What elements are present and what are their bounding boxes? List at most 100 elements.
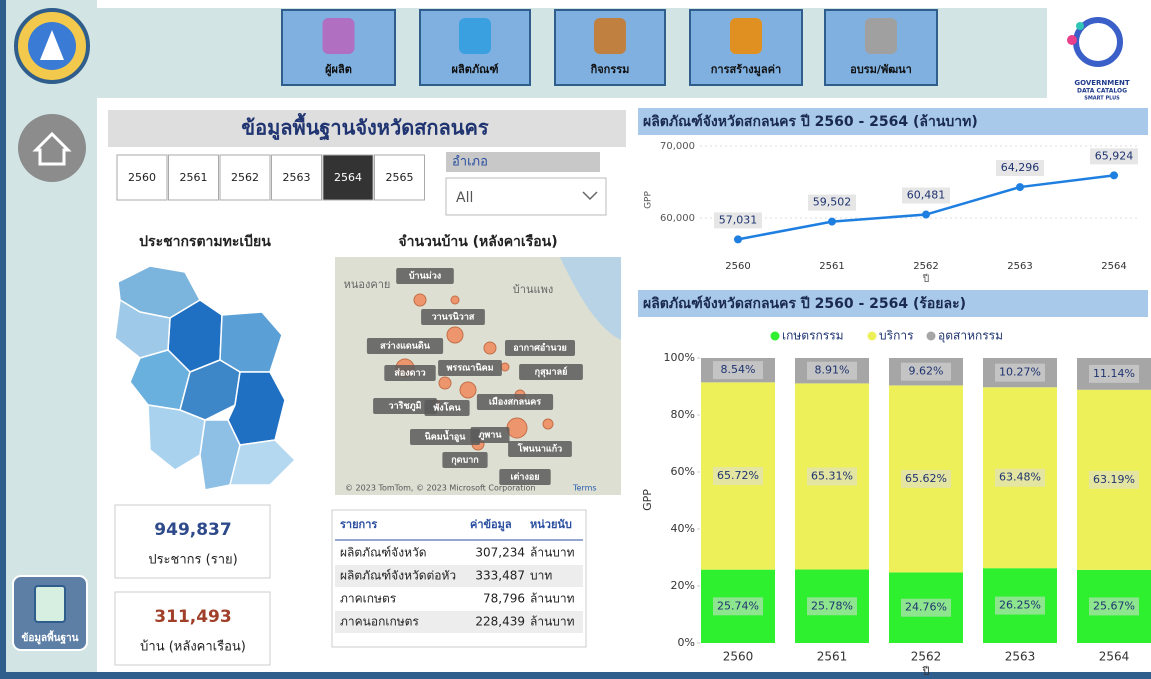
info-icon xyxy=(34,585,66,623)
line-point xyxy=(734,235,742,244)
value-label: 65.31% xyxy=(811,469,853,482)
choropleth-map xyxy=(114,265,297,491)
line-point xyxy=(922,210,930,219)
y-tick-label: 40% xyxy=(671,522,695,535)
year-label: 2561 xyxy=(180,171,208,184)
value-label-bg xyxy=(807,467,857,486)
line-point xyxy=(828,217,836,226)
map-label-bg xyxy=(508,441,572,457)
year-selector: 2560 2561 2562 2563 2564 2565 xyxy=(116,154,425,201)
bar-chart-title: ผลิตภัณฑ์จังหวัดสกลนคร ปี 2560 - 2564 (ร… xyxy=(643,295,966,312)
map-label-bg xyxy=(505,340,575,356)
line-chart-header xyxy=(638,108,1148,135)
value-label-bg xyxy=(713,466,763,485)
filter-dropdown[interactable] xyxy=(445,177,607,216)
value-label-bg xyxy=(714,212,762,229)
map-bg-label: บ้านแพง xyxy=(513,283,553,296)
value-label: 11.14% xyxy=(1093,367,1135,380)
value-label-bg xyxy=(995,468,1045,487)
x-tick-label: 2563 xyxy=(1007,261,1032,272)
year-button[interactable] xyxy=(374,154,425,201)
table-header: รายการ xyxy=(340,518,377,531)
map-bubble xyxy=(542,418,554,430)
gdc-logo-text: SMART PLUS xyxy=(1084,96,1120,102)
map-label-bg xyxy=(442,452,488,468)
year-button[interactable] xyxy=(271,154,322,201)
map-label-bg xyxy=(396,268,454,284)
year-button[interactable] xyxy=(322,154,374,201)
map-label-bg xyxy=(373,398,437,414)
table-cell: ล้านบาท xyxy=(530,615,575,629)
map-label-bg xyxy=(424,400,470,416)
nav-icon xyxy=(459,18,491,54)
year-label: 2560 xyxy=(128,171,156,184)
gdc-logo-dot xyxy=(1076,22,1084,30)
year-label: 2565 xyxy=(386,171,414,184)
map-label-bg xyxy=(476,394,554,410)
year-label: 2563 xyxy=(283,171,311,184)
legend-label: เกษตรกรรม xyxy=(782,329,844,343)
map-bubble xyxy=(459,381,477,399)
line-point xyxy=(1110,171,1118,180)
table-cell: ภาคเกษตร xyxy=(340,592,397,606)
value-label-bg xyxy=(995,596,1045,615)
year-button[interactable] xyxy=(168,154,219,201)
value-label-bg xyxy=(996,160,1044,177)
nav-label: ผลิตภัณฑ์ xyxy=(452,63,499,76)
sidebar xyxy=(0,0,97,679)
map-label-bg xyxy=(470,427,510,443)
table-cell: ล้านบาท xyxy=(530,546,575,560)
legend-label: บริการ xyxy=(879,329,914,343)
x-tick-label: 2560 xyxy=(723,650,754,664)
map-bubble xyxy=(483,341,497,355)
value-label-bg xyxy=(901,598,951,617)
nav-icon xyxy=(865,18,897,54)
page-title: ข้อมูลพื้นฐานจังหวัดสกลนคร xyxy=(241,113,488,142)
value-label: 65.72% xyxy=(717,469,759,482)
home-button[interactable] xyxy=(18,114,86,182)
map-place-label: วานรนิวาส xyxy=(432,312,475,323)
value-label: 57,031 xyxy=(719,213,758,226)
district xyxy=(229,439,297,486)
value-label: 24.76% xyxy=(905,601,947,614)
nav-icon xyxy=(594,18,626,54)
x-axis-label: ปี xyxy=(921,665,929,678)
value-label: 8.54% xyxy=(721,363,756,376)
legend-label: อุตสาหกรรม xyxy=(938,329,1003,344)
population-heading: ประชากรตามทะเบียน xyxy=(139,234,271,250)
y-tick-label: 20% xyxy=(671,579,695,592)
table-cell: 333,487 xyxy=(475,569,525,583)
map-terms[interactable]: Terms xyxy=(572,484,597,493)
map-place-label: กุดบาก xyxy=(451,456,479,466)
value-label: 64,296 xyxy=(1001,161,1040,174)
table-cell: ภาคนอกเกษตร xyxy=(340,615,419,629)
value-label-bg xyxy=(1089,470,1139,489)
population-value: 949,837 xyxy=(154,520,231,540)
value-label: 10.27% xyxy=(999,366,1041,379)
home-icon xyxy=(32,131,72,166)
map-place-label: พังโคน xyxy=(433,402,461,414)
map-place-label: บ้านม่วง xyxy=(409,271,441,282)
house-card xyxy=(114,591,271,666)
map-bubble xyxy=(500,362,510,372)
x-tick-label: 2561 xyxy=(819,261,844,272)
map-attribution: © 2023 TomTom, © 2023 Microsoft Corporat… xyxy=(345,484,536,493)
x-tick-label: 2563 xyxy=(1005,650,1036,664)
x-tick-label: 2561 xyxy=(817,650,848,664)
year-label: 2564 xyxy=(334,171,362,184)
map-bubble xyxy=(446,326,464,344)
year-button[interactable] xyxy=(116,154,168,201)
filter-value: All xyxy=(456,190,473,206)
value-label: 63.48% xyxy=(999,471,1041,484)
value-label: 60,481 xyxy=(907,189,946,202)
nav-icon xyxy=(322,18,355,54)
map-bubble xyxy=(506,417,528,439)
province-logo-temple xyxy=(40,30,64,60)
legend-swatch xyxy=(926,331,936,341)
value-label-bg xyxy=(995,363,1045,382)
value-label-bg xyxy=(1090,148,1138,165)
year-button[interactable] xyxy=(219,154,271,201)
legend-swatch xyxy=(770,331,780,341)
x-tick-label: 2564 xyxy=(1101,261,1126,272)
